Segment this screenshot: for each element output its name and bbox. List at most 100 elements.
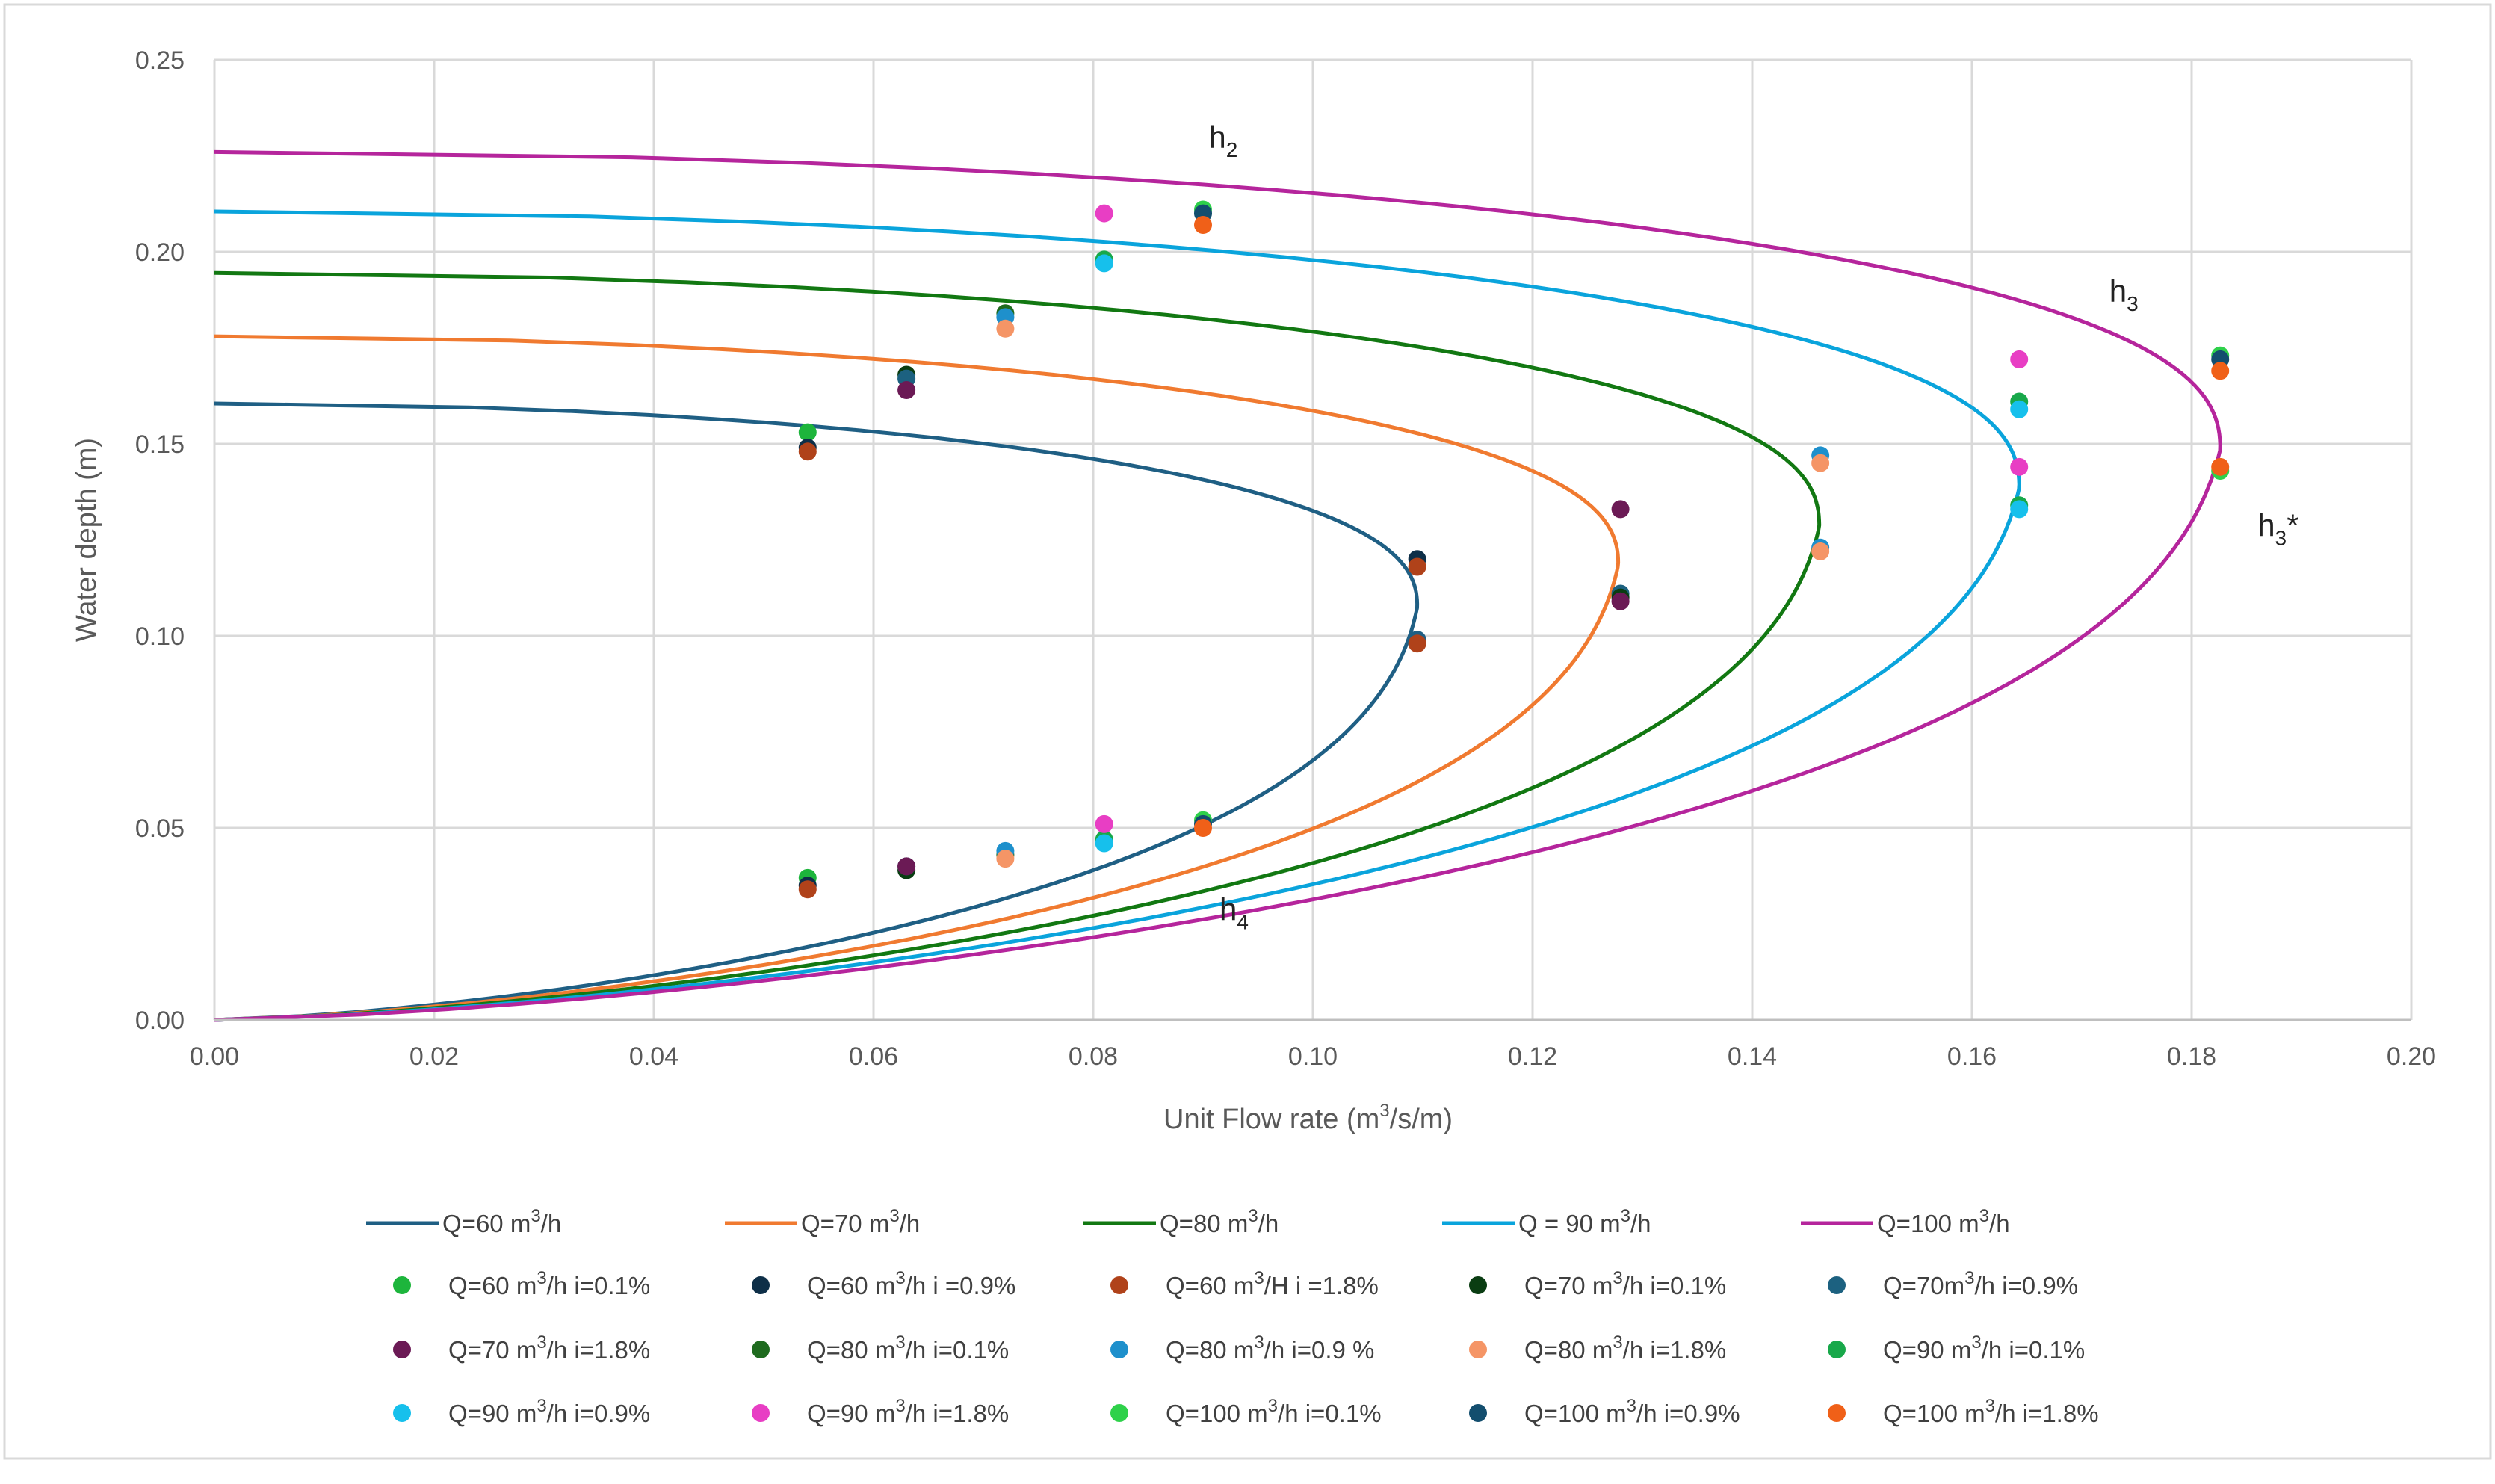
legend-label: Q=70 m3/h i=1.8% xyxy=(448,1332,650,1364)
legend-marker xyxy=(752,1276,770,1294)
legend-label-part: Q=60 m xyxy=(807,1272,895,1299)
legend-label-part: 3 xyxy=(1268,1396,1278,1416)
legend-label-part: Q=90 m xyxy=(1883,1336,1971,1364)
annotation-0: h2 xyxy=(1208,120,1237,161)
legend-label-part: 3 xyxy=(537,1396,546,1416)
data-point xyxy=(2211,457,2230,476)
legend-label-part: Q=90 m xyxy=(448,1400,537,1427)
x-tick-label: 0.06 xyxy=(849,1042,898,1071)
legend-marker xyxy=(393,1276,411,1294)
x-tick-label: 0.12 xyxy=(1508,1042,1557,1071)
legend-label-part: 3 xyxy=(1979,1206,1989,1226)
data-point xyxy=(1408,634,1426,653)
legend-marker xyxy=(1110,1404,1128,1422)
legend-label-part: Q=80 m xyxy=(1166,1336,1254,1364)
axes: 0.00 0.02 0.04 0.06 0.08 0.10 0.12 0.14 0.16 0.18… xyxy=(71,46,2436,1135)
legend-label-part: Q = 90 m xyxy=(1518,1210,1621,1237)
legend-label-part: /h xyxy=(1258,1210,1279,1237)
legend-label-part: Q=100 m xyxy=(1883,1400,1985,1427)
data-point-series-14 xyxy=(1194,819,1212,837)
annotation-suffix: * xyxy=(2287,507,2298,542)
legend-label: Q=70 m3/h xyxy=(801,1206,920,1237)
legend-marker xyxy=(1469,1276,1487,1294)
annotation-base: h xyxy=(1219,891,1237,927)
curve-line-0 xyxy=(214,401,1420,1022)
annotation-base: h xyxy=(2257,507,2275,542)
data-point xyxy=(1811,542,1830,560)
x-tick-label: 0.18 xyxy=(2167,1042,2216,1071)
data-point-series-8 xyxy=(996,319,1015,338)
legend-label-part: /h i=0.1% xyxy=(547,1272,651,1299)
data-point-series-10 xyxy=(1095,834,1113,853)
legend-label: Q=100 m3/h i=1.8% xyxy=(1883,1396,2099,1427)
legend-marker xyxy=(1110,1341,1128,1358)
annotation-sub: 2 xyxy=(1226,138,1238,161)
legend-label-part: Q=70 m xyxy=(801,1210,889,1237)
legend-label-part: 3 xyxy=(1613,1332,1622,1352)
data-point xyxy=(1811,454,1830,472)
legend-label-part: Q=100 m xyxy=(1524,1400,1627,1427)
legend-label: Q=90 m3/h i=0.9% xyxy=(448,1396,650,1427)
legend-label: Q=80 m3/h i=0.1% xyxy=(807,1332,1009,1364)
annotation-3: h4 xyxy=(1219,891,1249,933)
data-point xyxy=(1611,500,1630,519)
data-point-series-11 xyxy=(1095,814,1113,833)
curve-line-4 xyxy=(214,149,2222,1022)
data-point-series-5 xyxy=(897,381,916,400)
data-point xyxy=(2010,400,2029,418)
legend-label-part: /h i=0.1% xyxy=(1982,1336,2086,1364)
legend-label-part: /h i=1.8% xyxy=(906,1400,1010,1427)
annotation-2: h3* xyxy=(2257,507,2298,549)
curve-line-3 xyxy=(214,209,2021,1022)
legend-label-part: 3 xyxy=(537,1332,546,1352)
x-tick-label: 0.08 xyxy=(1069,1042,1118,1071)
legend-label: Q = 90 m3/h xyxy=(1518,1206,1651,1237)
chart-frame xyxy=(3,3,2492,1460)
legend-label-part: /h i=1.8% xyxy=(1623,1336,1727,1364)
legend-label: Q=90 m3/h i=0.1% xyxy=(1883,1332,2085,1364)
legend: Q=60 m3/h Q=70 m3/h Q=80 m3/h Q = 90 m3/h Q=… xyxy=(366,1206,2099,1427)
legend-label-part: /h xyxy=(1989,1210,2010,1237)
legend-label-part: 3 xyxy=(531,1206,540,1226)
legend-label-part: 3 xyxy=(1254,1268,1264,1288)
legend-label: Q=80 m3/h i=1.8% xyxy=(1524,1332,1726,1364)
legend-label-part: /h i=0.1% xyxy=(1278,1400,1382,1427)
legend-label-part: 3 xyxy=(895,1268,905,1288)
data-point-series-2 xyxy=(798,442,817,461)
x-tick-label: 0.02 xyxy=(409,1042,459,1071)
legend-label-part: 3 xyxy=(1627,1396,1636,1416)
legend-label-part: /H i =1.8% xyxy=(1264,1272,1379,1299)
legend-label-part: /h xyxy=(900,1210,921,1237)
y-tick-label: 0.10 xyxy=(135,622,185,651)
legend-label-part: Q=80 m xyxy=(1160,1210,1248,1237)
data-point-series-14 xyxy=(1194,216,1212,235)
legend-label-part: 3 xyxy=(1254,1332,1264,1352)
legend-label-part: Q=100 m xyxy=(1166,1400,1268,1427)
legend-label: Q=60 m3/h i =0.9% xyxy=(807,1268,1015,1299)
annotation-1: h3 xyxy=(2109,273,2139,315)
curves xyxy=(214,149,2222,1022)
data-point-series-10 xyxy=(1095,254,1113,273)
legend-label: Q=100 m3/h i=0.1% xyxy=(1166,1396,1382,1427)
legend-label-part: Q=100 m xyxy=(1877,1210,1979,1237)
legend-marker xyxy=(1469,1341,1487,1358)
data-point xyxy=(1611,592,1630,610)
y-axis-title: Water depth (m) xyxy=(71,438,102,642)
legend-label-part: Q=70m xyxy=(1883,1272,1964,1299)
legend-marker xyxy=(752,1341,770,1358)
legend-label-part: /h xyxy=(541,1210,562,1237)
legend-label-part: Q=70 m xyxy=(1524,1272,1613,1299)
legend-label: Q=70m3/h i=0.9% xyxy=(1883,1268,2078,1299)
legend-label-part: /h i=1.8% xyxy=(547,1336,651,1364)
legend-label-part: /h xyxy=(1630,1210,1651,1237)
x-tick-label: 0.04 xyxy=(629,1042,678,1071)
x-axis-title-part: 3 xyxy=(1379,1101,1389,1121)
legend-label-part: 3 xyxy=(895,1332,905,1352)
legend-label: Q=60 m3/h i=0.1% xyxy=(448,1268,650,1299)
annotation-sub: 3 xyxy=(2127,292,2139,315)
annotation-base: h xyxy=(2109,273,2127,309)
curve-line-1 xyxy=(214,334,1621,1022)
legend-label-part: /h i=0.1% xyxy=(906,1336,1010,1364)
x-tick-label: 0.16 xyxy=(1947,1042,1997,1071)
